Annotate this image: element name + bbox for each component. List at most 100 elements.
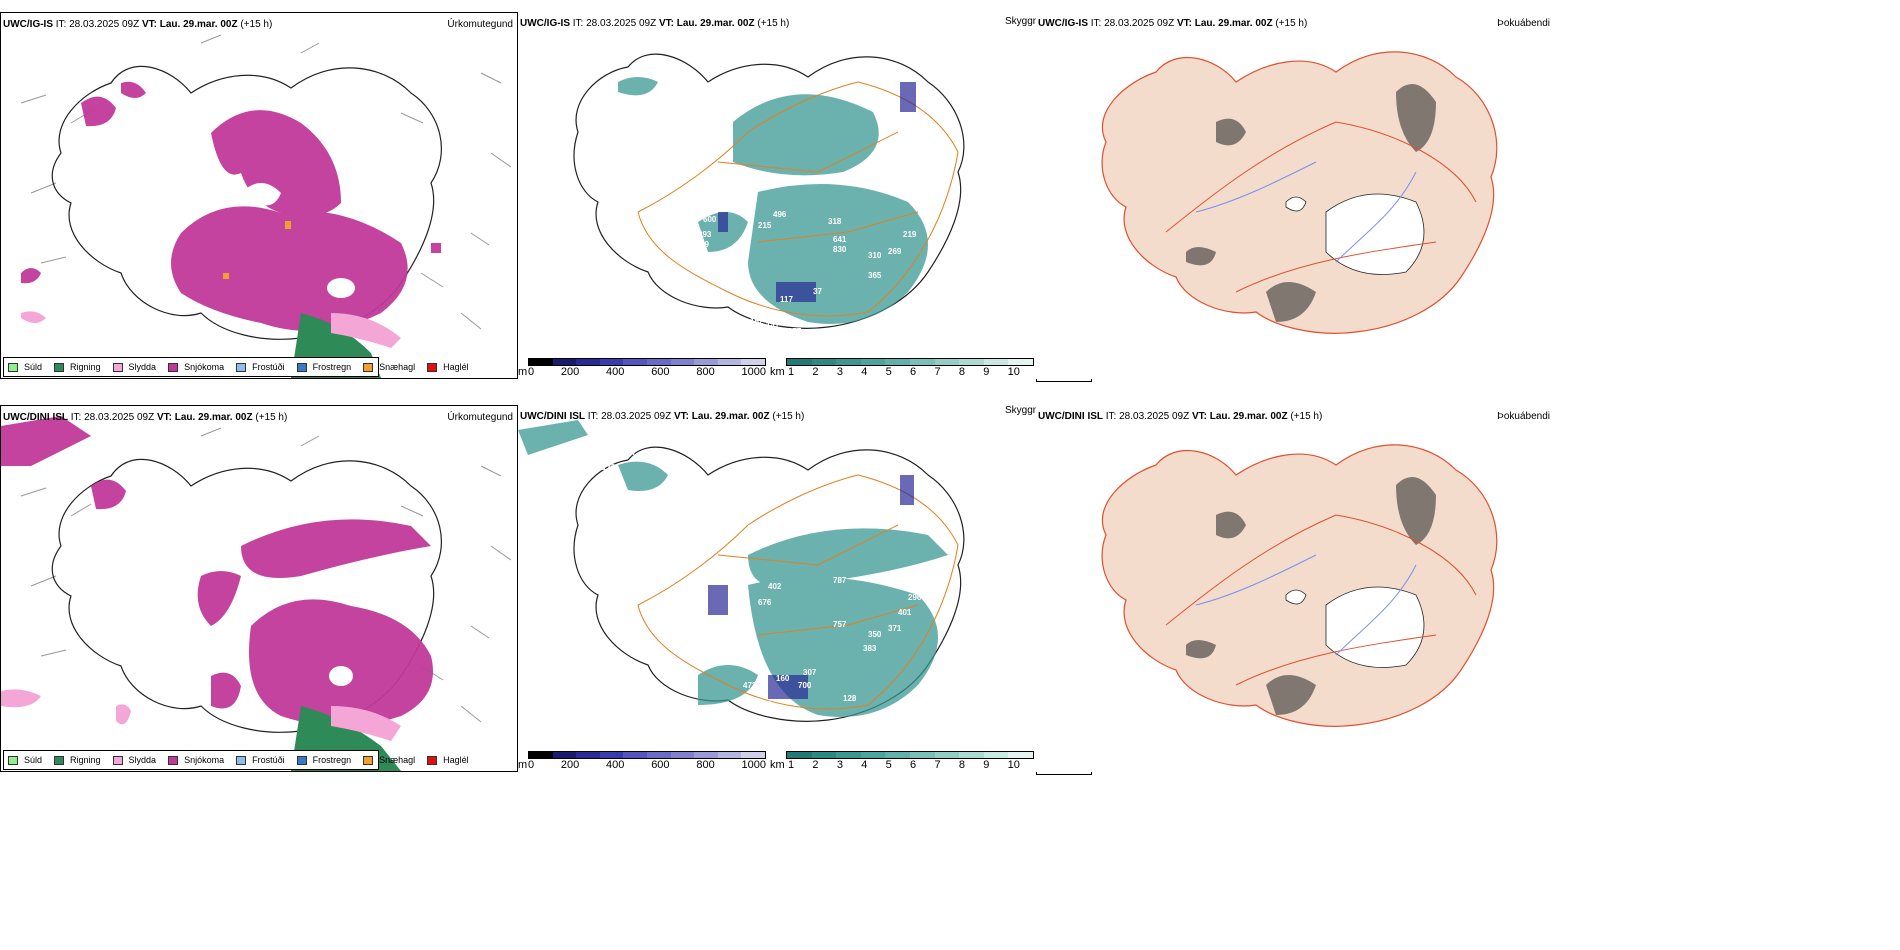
cloud-height-labels: 369 120 496 600 318 641 830 393 29 215 2… [608, 105, 917, 336]
cloud-height-label: 160 [776, 674, 790, 683]
cloud-height-label: 219 [903, 230, 917, 239]
cloud-height-label: 393 [698, 230, 712, 239]
legend-swatch [296, 362, 307, 372]
legend-swatch [168, 755, 179, 765]
legend-item: Frostregn [296, 362, 351, 372]
visibility-unit: km [770, 759, 785, 771]
low-cloud-base-areas [708, 475, 914, 699]
legend-item: Rigning [54, 362, 101, 372]
iceland-map-visibility-2: 660 137 138 20 402 676 787 296 401 757 3… [518, 420, 965, 722]
cloud-height-label: 371 [888, 624, 902, 633]
legend-item: Snæhagl [363, 362, 415, 372]
precip-type-title: Úrkomutegund [447, 19, 513, 30]
low-visibility-areas [518, 420, 948, 717]
sleet-area [331, 706, 401, 741]
legend-item: Rigning [54, 755, 101, 765]
wind-barbs [20, 427, 512, 723]
legend-swatch [168, 362, 179, 372]
legend-swatch [363, 362, 374, 372]
visibility-colorbar [786, 358, 1034, 366]
cloud-height-label: 29 [700, 240, 709, 249]
cloud-height-label: 117 [780, 295, 793, 304]
rivers [1195, 554, 1417, 656]
low-visibility-areas [618, 77, 928, 324]
cloud-height-label: 369 [608, 105, 622, 114]
fog-index-panel-1: UWC/IG-IS IT: 28.03.2025 09Z VT: Lau. 29… [1036, 12, 1554, 379]
legend-swatch [112, 755, 123, 765]
precip-type-panel-1: UWC/IG-IS IT: 28.03.2025 09Z VT: Lau. 29… [0, 12, 518, 379]
cloud-height-label: 350 [868, 630, 882, 639]
precip-type-panel-2: UWC/DINI ISL IT: 28.03.2025 09Z VT: Lau.… [0, 405, 518, 772]
legend-item: Frostúði [236, 362, 285, 372]
cloud-height-label: 307 [803, 668, 817, 677]
cloud-height-label: 215 [758, 221, 772, 230]
legend-item: Slydda [112, 755, 156, 765]
cloud-height-label: 177 [788, 327, 802, 336]
iceland-map-precip-1 [20, 34, 512, 378]
cloud-height-label: 137 [623, 448, 637, 457]
low-cloud-base-areas [718, 82, 916, 302]
fog-dark-areas [1186, 84, 1436, 322]
cloud-height-label: 147 [766, 321, 780, 330]
legend-item: Frostregn [296, 755, 351, 765]
iceland-map-precip-2 [1, 416, 512, 771]
legend-swatch [8, 755, 18, 765]
roads [637, 81, 959, 317]
roads [1165, 121, 1477, 293]
snow-areas [1, 416, 433, 726]
cloud-height-label: 641 [833, 235, 847, 244]
legend-swatch [427, 755, 438, 765]
legend-item: Snjókoma [168, 755, 224, 765]
legend-swatch [427, 362, 438, 372]
iceland-outline [573, 53, 965, 329]
cloud-height-label: 401 [898, 608, 912, 617]
skyggni-title: Skyggni [1005, 16, 1041, 27]
cloud-height-label: 138 [602, 463, 616, 472]
legend-item: Snæhagl [363, 755, 415, 765]
cloud-height-label: 310 [868, 251, 882, 260]
legend-swatch [54, 362, 65, 372]
wind-barbs [20, 34, 512, 330]
cloud-height-label: 830 [833, 245, 847, 254]
cloud-height-label: 496 [773, 210, 787, 219]
cloud-height-label: 133 [733, 317, 747, 326]
cloud-height-label: 128 [843, 694, 857, 703]
cloud-height-label: 204 [758, 700, 772, 709]
legend-item: Súld [8, 755, 42, 765]
roads [637, 474, 959, 710]
cloud-height-label: 473 [743, 681, 757, 690]
iceland-outline [51, 65, 442, 340]
legend-item: Slydda [112, 362, 156, 372]
cloud-height-label: 600 [703, 215, 717, 224]
cloud-height-labels: 660 137 138 20 402 676 787 296 401 757 3… [598, 443, 922, 709]
rivers [1195, 161, 1417, 263]
cloud-base-ticks: 0 200 400 600 800 1000 [528, 759, 766, 771]
sleet-area [331, 313, 401, 348]
precip-type-title: Úrkomutegund [447, 412, 513, 423]
visibility-ticks: 1 2 3 4 5 6 7 8 9 10 [788, 759, 1020, 771]
precip-legend: Súld Rigning Slydda Snjókoma Frostúði Fr… [3, 357, 469, 377]
iceland-map-fog-2 [1101, 444, 1498, 727]
cloud-height-label: 757 [833, 620, 847, 629]
cloud-base-colorbar [528, 751, 766, 759]
cloud-base-colorbar [528, 358, 766, 366]
cloud-visibility-panel-2: 660 137 138 20 402 676 787 296 401 757 3… [518, 405, 1041, 772]
iceland-outline [573, 446, 965, 722]
legend-swatch [236, 755, 247, 765]
visibility-colorbar [786, 751, 1034, 759]
legend-item: Frostúði [236, 755, 285, 765]
fog-index-panel-2: UWC/DINI ISL IT: 28.03.2025 09Z VT: Lau.… [1036, 405, 1554, 772]
cloud-base-ticks: 0 200 400 600 800 1000 [528, 366, 766, 378]
legend-swatch [54, 755, 65, 765]
cloud-height-label: 120 [898, 115, 912, 124]
legend-item: Haglél [427, 755, 469, 765]
iceland-outline [51, 458, 442, 733]
legend-swatch [112, 362, 123, 372]
precip-legend: Súld Rigning Slydda Snjókoma Frostúði Fr… [3, 750, 469, 770]
panel-title: UWC/IG-IS IT: 28.03.2025 09Z VT: Lau. 29… [3, 19, 273, 30]
cloud-height-label: 152 [750, 317, 764, 326]
fog-index-title: Þokuábendi [1497, 18, 1550, 29]
cloud-height-label: 787 [833, 576, 847, 585]
cloud-height-label: 37 [813, 287, 822, 296]
legend-swatch [8, 362, 18, 372]
